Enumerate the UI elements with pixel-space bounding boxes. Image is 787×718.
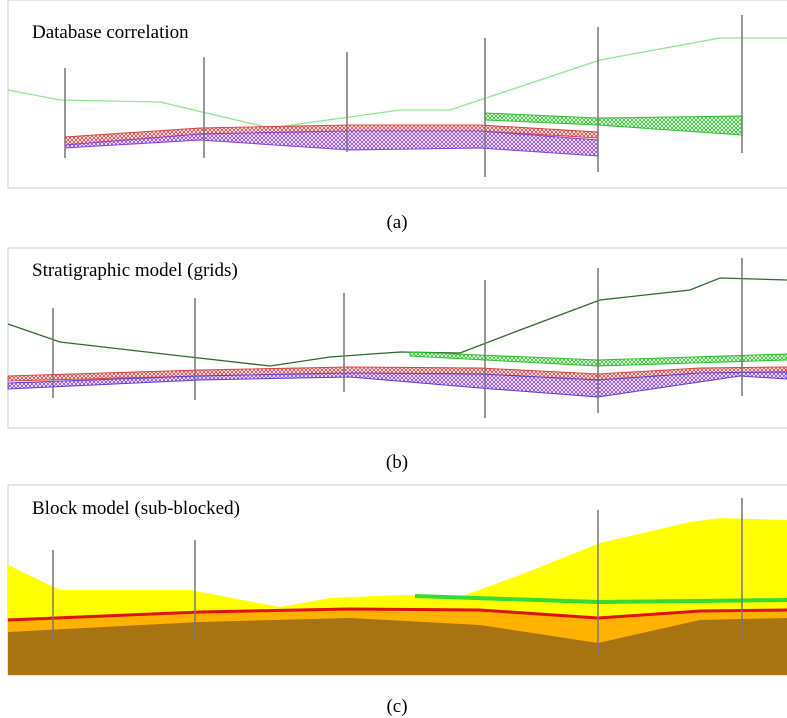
caption: (b) [386, 452, 408, 473]
caption: (c) [386, 696, 407, 717]
panel-a: Database correlation (a) [7, 0, 787, 233]
panel-title: Database correlation [32, 22, 189, 43]
panel-b: Stratigraphic model (grids) (b) [7, 247, 787, 473]
panel-c: Block model (sub-blocked) (c) [7, 484, 787, 717]
panel-title: Block model (sub-blocked) [32, 498, 240, 519]
panel-title: Stratigraphic model (grids) [32, 260, 238, 281]
caption: (a) [386, 212, 407, 233]
